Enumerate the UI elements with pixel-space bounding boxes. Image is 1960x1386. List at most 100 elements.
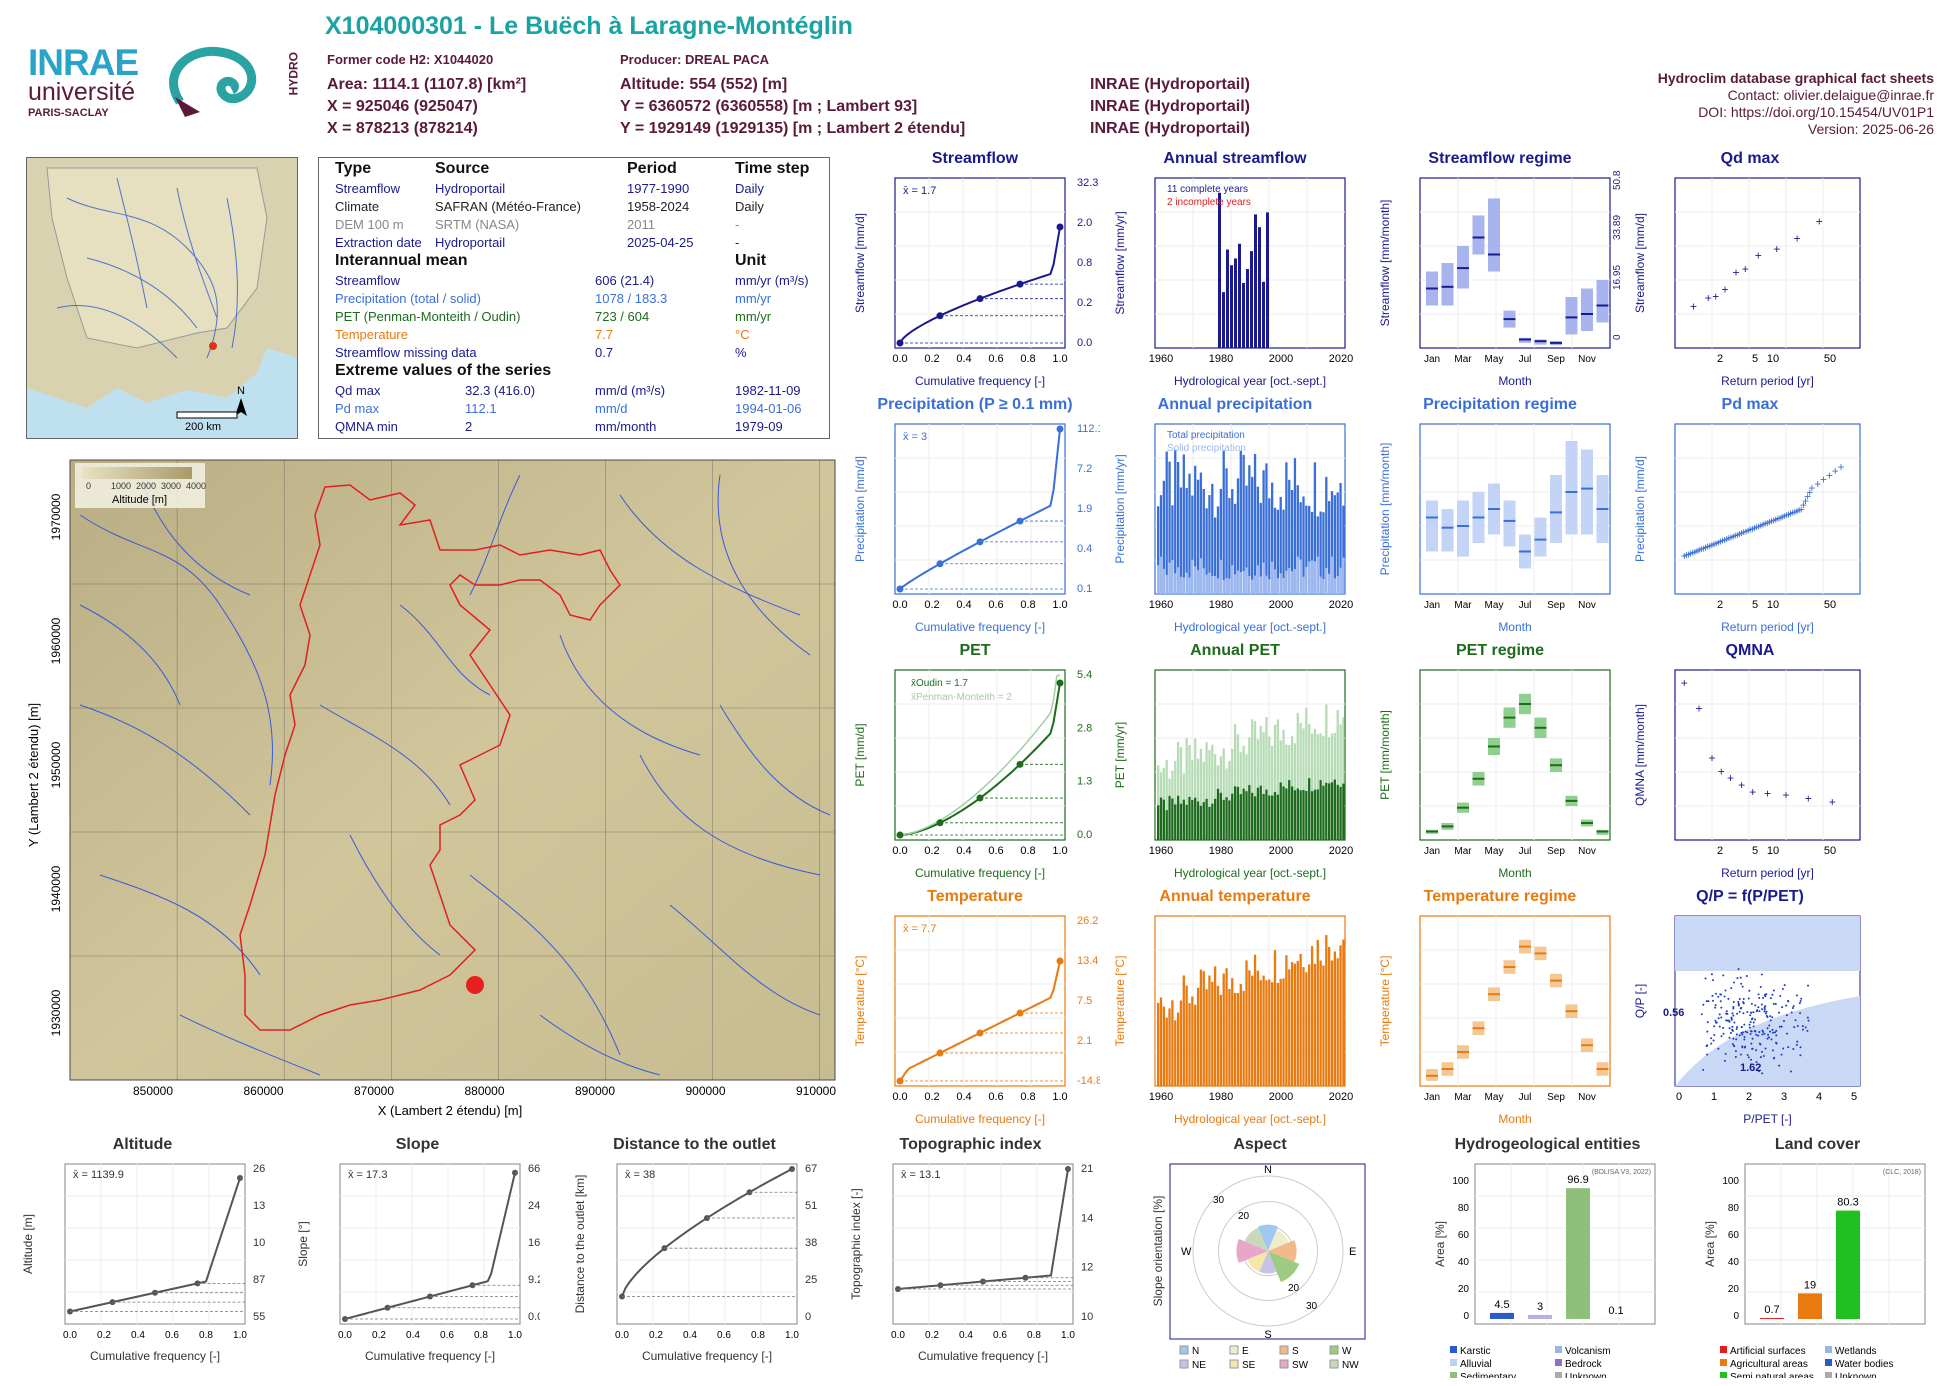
doi[interactable]: DOI: https://doi.org/10.15454/UV01P1 <box>1698 104 1934 120</box>
annual-pet-oudin-bar <box>1265 789 1268 840</box>
topo-xtick: 1.0 <box>1061 1330 1075 1341</box>
topo-right-tick: 14 <box>1081 1212 1093 1224</box>
extreme-row: Pd max 112.1 mm/d 1994-01-06 <box>327 400 821 418</box>
qp-point <box>1799 1054 1802 1057</box>
source-row-cell: - <box>735 217 740 232</box>
qp-point <box>1706 1030 1709 1033</box>
qp-point <box>1713 1025 1716 1028</box>
map-xtick: 880000 <box>464 1084 504 1098</box>
annual-precip-bar <box>1253 453 1257 594</box>
temperature-regime-xtick: Nov <box>1578 1092 1596 1103</box>
annual-temp-bar <box>1159 997 1163 1086</box>
annual-pet-pm-bar <box>1205 742 1208 840</box>
pet-right-tick: 1.3 <box>1077 776 1092 788</box>
annual-precip-bar <box>1245 485 1248 594</box>
qp-xlabel: P/PET [-] <box>1743 1112 1791 1126</box>
aspect-sector <box>1259 1251 1277 1274</box>
slope-xtick: 0.6 <box>440 1330 454 1341</box>
contact[interactable]: Contact: olivier.delaigue@inrae.fr <box>1727 87 1934 103</box>
precipitation-right-tick: 1.9 <box>1077 503 1092 515</box>
qp-point <box>1749 1011 1752 1014</box>
distance-xtick: 0.6 <box>717 1330 731 1341</box>
topo-mean: x̄ = 13.1 <box>901 1169 940 1181</box>
streamflow-right-tick: 0.0 <box>1077 337 1092 349</box>
annual-temp-bar <box>1188 1003 1191 1086</box>
qp-point <box>1752 1011 1755 1014</box>
aspect-sector <box>1268 1230 1289 1251</box>
annual-precip-bar <box>1322 512 1325 594</box>
pet-legend1: x̄Oudin = 1.7 <box>911 678 968 689</box>
altitude-right-tick: 2665 <box>253 1163 265 1175</box>
slope-right-tick: 24.6 <box>528 1200 540 1212</box>
annual-pet-oudin-bar <box>1185 804 1188 840</box>
qp-point <box>1785 1014 1788 1017</box>
aspect-ring: 20 <box>1238 1211 1250 1222</box>
qp-point <box>1740 1026 1743 1029</box>
annual-pet-oudin-bar <box>1296 788 1299 840</box>
annual-temp-bar <box>1302 967 1305 1086</box>
pd-max-point: + <box>1734 528 1741 542</box>
qp-point <box>1738 997 1741 1000</box>
precipitation-right-tick: 112.1 <box>1077 423 1100 435</box>
annual-solid-bar <box>1199 558 1203 594</box>
pd-max-point: + <box>1704 540 1711 554</box>
annual-pet-pm-bar <box>1211 744 1214 840</box>
catchment-map-svg: 0 1000 2000 3000 4000 Altitude [m] 850000 860… <box>26 459 836 1118</box>
qp-point <box>1732 1044 1735 1047</box>
th-mean: Interannual mean <box>335 252 468 269</box>
map-xtick: 860000 <box>243 1084 283 1098</box>
qp-point <box>1735 1038 1738 1041</box>
aspect-sector <box>1268 1251 1300 1283</box>
altitude: Altitude: 554 (552) [m] <box>620 76 788 93</box>
streamflow-regime-xtick: Sep <box>1547 354 1565 365</box>
slope-panel: Slope Slope [°] Cumulative frequency [-] 0.… <box>295 1136 540 1378</box>
annual-pet-oudin-bar <box>1225 797 1228 840</box>
pet-xtick: 0.2 <box>924 845 939 857</box>
annual-pet-pm-bar <box>1253 720 1257 840</box>
annual-precip-bar <box>1325 476 1328 594</box>
annual-pet-oudin-bar <box>1199 805 1203 840</box>
qp-point <box>1775 1041 1778 1044</box>
logo-ps-text: PARIS-SACLAY <box>28 107 109 119</box>
qp-point <box>1746 1010 1749 1013</box>
topo-ylabel: Topographic index [-] <box>849 1188 863 1299</box>
aspect-legend-swatch <box>1329 1359 1339 1369</box>
precipitation-xlabel: Cumulative frequency [-] <box>915 620 1045 634</box>
pd-max-point: + <box>1808 481 1815 495</box>
qp-point <box>1732 1029 1735 1032</box>
pd-max-point: + <box>1785 507 1792 521</box>
qp-point <box>1713 1034 1716 1037</box>
aspect-ring: 30 <box>1306 1301 1318 1312</box>
qp-point <box>1731 1043 1734 1046</box>
streamflow-regime-month-box <box>1596 280 1609 323</box>
annual-temp-bar <box>1199 969 1203 1086</box>
annual-solid-bar <box>1288 568 1291 594</box>
source-row-cell: Climate <box>335 199 380 214</box>
qp-point <box>1723 995 1726 998</box>
annual-pet-pm-bar <box>1310 733 1314 840</box>
qp-point <box>1727 997 1730 1000</box>
aspect-legend-label: SW <box>1292 1360 1309 1371</box>
annual-temp-bar <box>1296 960 1299 1086</box>
th-extreme: Extreme values of the series <box>335 362 552 379</box>
annual-pet-oudin-bar <box>1273 791 1277 840</box>
annual-pet-oudin-bar <box>1222 799 1225 840</box>
source-row-cell: 2025-04-25 <box>627 235 694 250</box>
distance-xlabel: Cumulative frequency [-] <box>642 1349 772 1363</box>
qp-point <box>1769 1015 1772 1018</box>
annual-pet-pm-bar <box>1296 712 1299 840</box>
qp-point <box>1765 993 1768 996</box>
annual-pet-pm-bar <box>1228 760 1231 840</box>
streamflow-xtick: 1.0 <box>1052 353 1067 365</box>
extreme-row: QMNA min 2 mm/month 1979-09 <box>327 418 821 436</box>
annual-precip-bar <box>1174 449 1177 594</box>
y-l2: Y = 1929149 (1929135) [m ; Lambert 2 éte… <box>620 120 966 137</box>
mean-row-cell: 606 (21.4) <box>595 273 655 288</box>
annual-solid-bar <box>1256 565 1260 594</box>
qmna-point: + <box>1718 764 1725 778</box>
annual-pet-oudin-bar <box>1313 789 1317 840</box>
qmna-xtick: 10 <box>1767 845 1779 857</box>
pd-max-point: + <box>1826 468 1833 482</box>
slope-chart: Slope [°] Cumulative frequency [-] 0.0 0.2 0… <box>296 1163 540 1363</box>
annual-solid-bar <box>1271 561 1274 594</box>
